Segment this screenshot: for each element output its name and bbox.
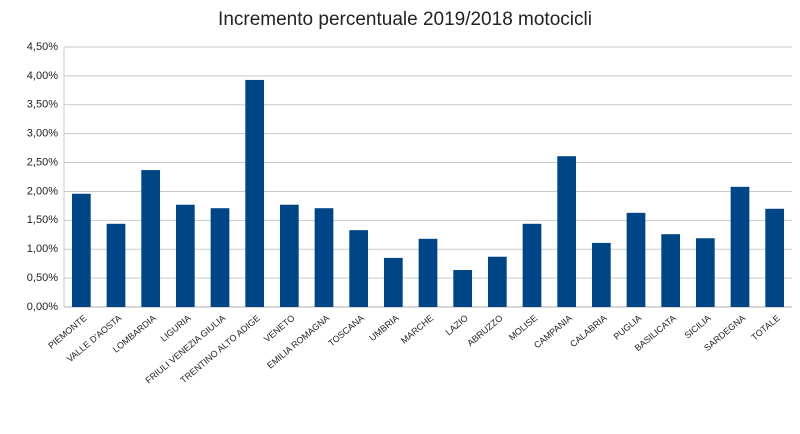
- bar: [141, 170, 161, 307]
- x-tick-label: UMBRIA: [367, 313, 400, 343]
- x-tick-label: TOTALE: [749, 313, 782, 343]
- bar: [626, 212, 646, 307]
- x-tick-label: SICILIA: [682, 313, 712, 341]
- bar: [314, 208, 334, 307]
- y-tick-label: 1,00%: [27, 243, 58, 255]
- bar: [695, 238, 715, 307]
- y-tick-label: 1,50%: [27, 214, 58, 226]
- x-tick-label: LIGURIA: [159, 313, 193, 344]
- chart-title: Incremento percentuale 2019/2018 motocic…: [218, 9, 592, 30]
- x-tick-label: CAMPANIA: [532, 313, 574, 350]
- x-tick-label: MARCHE: [399, 313, 435, 346]
- bar: [557, 156, 577, 307]
- x-tick-label: PUGLIA: [612, 313, 644, 342]
- y-tick-label: 2,50%: [27, 156, 58, 168]
- bar: [106, 223, 126, 307]
- bar: [487, 256, 507, 307]
- bar: [245, 79, 265, 307]
- bar: [349, 230, 369, 307]
- bar: [71, 193, 91, 307]
- x-tick-label: VENETO: [262, 313, 297, 344]
- bar: [591, 242, 611, 307]
- y-tick-label: 0,00%: [27, 301, 58, 313]
- y-tick-label: 4,00%: [27, 70, 58, 82]
- bar: [279, 204, 299, 307]
- x-tick-label: TOSCANA: [326, 313, 366, 349]
- bar: [661, 234, 681, 307]
- y-tick-label: 0,50%: [27, 272, 58, 284]
- x-tick-label: ABRUZZO: [465, 313, 504, 348]
- bar: [383, 257, 403, 307]
- bar: [730, 186, 750, 307]
- x-tick-label: CALABRIA: [568, 313, 609, 349]
- bar: [175, 204, 195, 307]
- x-tick-label: LAZIO: [444, 313, 470, 337]
- y-tick-label: 4,50%: [27, 41, 58, 53]
- bar: [453, 270, 473, 307]
- bar: [522, 223, 542, 307]
- bar: [210, 208, 230, 307]
- bar: [418, 238, 438, 307]
- y-tick-label: 3,50%: [27, 99, 58, 111]
- y-tick-label: 3,00%: [27, 128, 58, 140]
- bar: [765, 208, 785, 307]
- x-tick-label: MOLISE: [507, 313, 539, 343]
- y-tick-label: 2,00%: [27, 185, 58, 197]
- x-tick-label: EMILIA ROMAGNA: [265, 313, 331, 371]
